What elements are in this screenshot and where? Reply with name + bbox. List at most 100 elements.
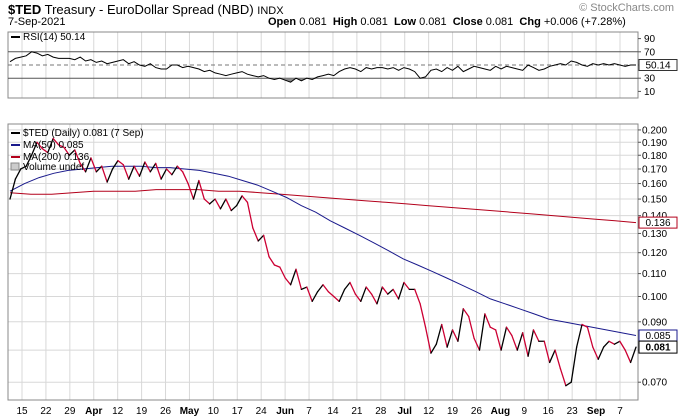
price-segment [381,286,389,295]
price-segment [446,329,454,348]
price-segment [25,154,33,167]
price-segment [63,146,71,156]
price-segment [349,281,357,295]
low-value: 0.081 [419,16,447,28]
price-segment [322,284,330,293]
price-segment [198,179,205,200]
price-segment [522,332,529,357]
price-segment [570,346,578,383]
price-segment [457,308,464,342]
ma200-line [9,189,637,224]
price-segment [90,157,97,173]
x-tick-label: 22 [40,406,52,417]
price-segment [559,368,567,387]
price-tick-label: 0.130 [642,229,667,240]
price-segment [52,137,60,146]
price-segment [473,337,481,351]
price-segment [268,256,276,266]
price-segment [155,162,162,180]
price-segment [392,288,400,300]
price-segment [9,178,17,200]
price-segment [225,198,232,212]
ticker-symbol: $TED [8,2,42,17]
price-segment [581,323,589,328]
ma200-tag-value: 0.136 [645,218,670,229]
price-segment [543,340,551,364]
price-segment [279,266,286,279]
price-segment [214,198,222,210]
x-tick-label: 12 [112,406,124,417]
price-segment [106,168,114,183]
volume-legend-swatch [10,162,20,171]
price-segment [419,303,427,328]
price-segment [252,227,259,242]
price-segment [619,340,626,351]
price-segment [149,162,157,173]
price-series-line [9,137,637,387]
price-segment [549,349,556,364]
price-tick-label: 0.110 [642,269,667,280]
price-segment [311,291,319,302]
rsi-tick-label: 10 [644,87,656,98]
price-segment [403,281,410,291]
price-segment [111,160,119,170]
exchange-label: INDX [257,5,284,17]
price-segment [316,284,324,293]
price-segment [602,340,610,348]
x-tick-label: 7 [306,406,312,417]
x-tick-label: Jul [397,406,412,417]
x-tick-label: Sep [587,406,605,417]
price-segment [122,164,130,180]
security-name: Treasury - EuroDollar Spread (NBD) [44,2,254,17]
price-segment [57,144,65,149]
price-segment [192,179,200,200]
price-segment [165,168,173,176]
price-segment [554,349,562,370]
x-tick-label: 23 [567,406,579,417]
chart-header: $TED Treasury - EuroDollar Spread (NBD) … [8,2,284,17]
x-tick-label: May [180,406,200,417]
close-label: Close [452,16,483,28]
price-segment [586,326,594,348]
chg-label: Chg [519,16,541,28]
x-tick-label: 26 [471,406,483,417]
close-value: 0.081 [485,16,514,28]
price-segment [365,286,373,295]
price-legend: $TED (Daily) 0.081 (7 Sep) MA(50) 0.085 … [10,128,144,173]
price-segment [289,268,297,286]
open-value: 0.081 [299,16,327,28]
price-legend-text: $TED (Daily) 0.081 (7 Sep) [23,128,144,139]
price-segment [500,326,508,351]
price-tick-label: 0.180 [642,151,667,162]
price-segment [84,157,92,173]
rsi-legend-text: RSI(14) 50.14 [23,32,86,43]
price-tag-value: 0.081 [645,343,670,354]
price-segment [343,281,351,291]
x-tick-label: 26 [160,406,172,417]
price-segment [187,182,195,200]
price-segment [257,234,265,242]
price-segment [624,349,632,364]
price-segment [246,201,254,229]
price-segment [41,148,49,154]
price-segment [47,137,54,154]
rsi-tag-value: 50.14 [645,61,670,72]
price-segment [354,293,362,302]
x-tick-label: 9 [522,406,528,417]
x-tick-label: 14 [327,406,339,417]
price-segment [441,323,448,348]
price-segment [30,141,38,156]
price-segment [14,168,22,180]
price-segment [338,288,346,302]
price-tag: 0.081 [638,340,678,354]
price-segment [505,326,513,337]
price-tick-label: 0.090 [642,317,667,328]
price-segment [608,340,616,345]
price-tick-label: 0.160 [642,179,667,190]
price-segment [117,160,124,166]
price-segment [516,332,524,351]
brand-watermark: © StockCharts.com [579,2,674,14]
price-segment [370,293,378,305]
price-segment [489,326,497,331]
price-segment [203,198,211,205]
